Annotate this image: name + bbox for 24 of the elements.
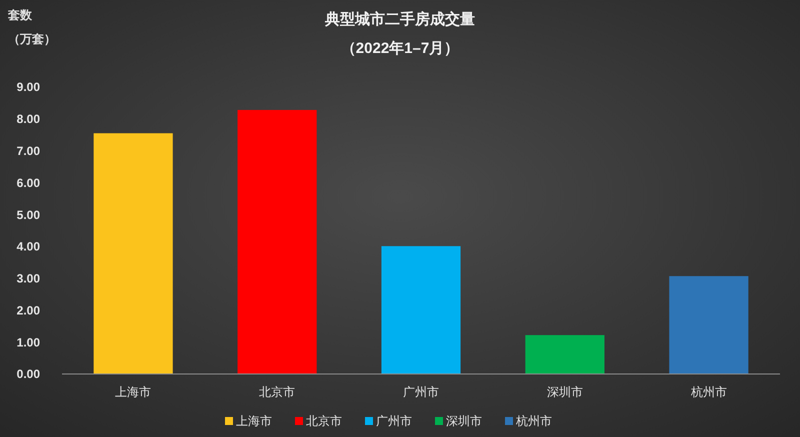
chart-title: 典型城市二手房成交量 [324, 10, 475, 28]
x-tick-label: 北京市 [259, 385, 296, 399]
x-tick-label: 上海市 [115, 385, 152, 399]
legend-label: 广州市 [376, 414, 412, 428]
y-tick-label: 6.00 [16, 176, 40, 190]
y-tick-label: 0.00 [16, 367, 40, 382]
y-tick-label: 3.00 [16, 272, 40, 286]
y-tick-label: 1.00 [16, 335, 40, 350]
y-tick-label: 8.00 [16, 112, 40, 126]
y-tick-label: 4.00 [16, 240, 40, 254]
x-tick-label: 深圳市 [546, 385, 583, 399]
y-tick-label: 7.00 [16, 144, 40, 158]
legend-label: 杭州市 [515, 414, 552, 428]
text: （万套） [8, 32, 56, 46]
legend-label: 北京市 [306, 414, 342, 428]
x-tick-label: 杭州市 [690, 385, 727, 399]
chart-subtitle: （2022年1–7月） [340, 40, 460, 57]
y-tick-label: 5.00 [16, 208, 40, 222]
legend-label: 深圳市 [446, 414, 482, 428]
legend-label: 上海市 [236, 414, 272, 428]
y-tick-label: 2.00 [16, 303, 40, 318]
y-tick-label: 9.00 [16, 80, 40, 94]
x-tick-label: 广州市 [403, 385, 439, 399]
y-axis-title: 套数 [7, 8, 33, 22]
